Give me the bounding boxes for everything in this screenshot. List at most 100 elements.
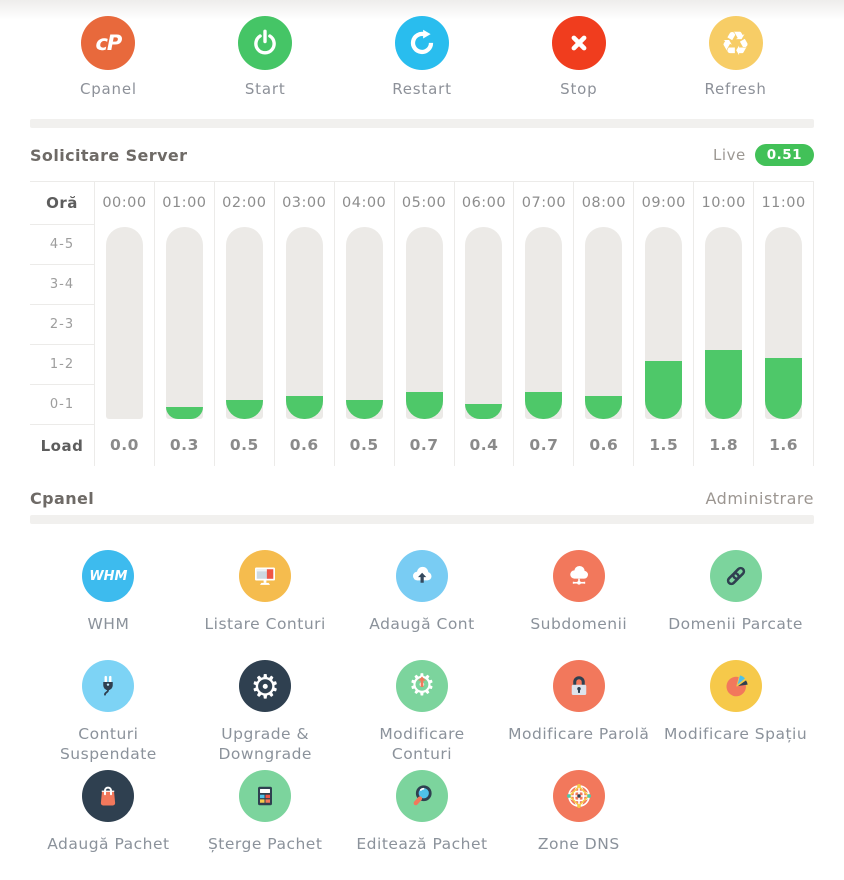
magnifier-icon — [413, 785, 432, 806]
load-column-05-00: 05:00 0.7 — [395, 182, 455, 466]
hour-label: 04:00 — [342, 195, 387, 211]
load-value: 0.6 — [589, 435, 619, 454]
load-bar-zone — [455, 224, 514, 424]
cpanel-item-label: Adaugă Pachet — [47, 835, 170, 853]
cpanel-item-circle[interactable] — [552, 550, 605, 602]
cpanel-item-circle[interactable] — [552, 660, 605, 712]
cpanel-item-domenii-parcate[interactable]: Domenii Parcate — [657, 550, 814, 660]
load-column-09-00: 09:00 1.5 — [634, 182, 695, 466]
cpanel-item-modificare-spatiu[interactable]: Modificare Spațiu — [657, 660, 814, 770]
cpanel-item-upgrade-downgrade[interactable]: ⚙ Upgrade & Downgrade — [187, 660, 344, 770]
cpanel-section-title: Cpanel — [30, 489, 95, 508]
load-column-10-00: 10:00 1.8 — [694, 182, 755, 466]
cpanel-item-circle[interactable] — [709, 660, 762, 712]
load-bar-zone — [694, 224, 753, 424]
globe-icon — [566, 784, 591, 808]
x-cross-icon — [571, 35, 587, 51]
hour-label: 03:00 — [282, 195, 327, 211]
cpanel-item-circle[interactable]: WHM — [82, 550, 135, 602]
cpanel-item-circle[interactable]: ⚙ — [395, 660, 448, 712]
cpanel-item-circle[interactable] — [82, 660, 135, 712]
cpanel-item-circle[interactable] — [552, 770, 605, 822]
load-value: 0.0 — [109, 435, 139, 454]
load-bar-fill — [285, 396, 323, 419]
load-bar-fill — [705, 350, 743, 419]
load-value: 0.7 — [409, 435, 439, 454]
cloud-upload-icon — [412, 566, 432, 583]
load-bar-track — [465, 227, 503, 419]
shopping-bag-icon — [101, 786, 116, 806]
control-stop-button[interactable]: Stop — [500, 16, 657, 98]
whm-logo-icon: WHM — [89, 568, 128, 584]
cpanel-item-sterge-pachet[interactable]: Șterge Pachet — [187, 770, 344, 880]
load-column-08-00: 08:00 0.6 — [574, 182, 635, 466]
control-restart-button[interactable]: Restart — [344, 16, 501, 98]
load-band-label: 4-5 — [30, 225, 94, 265]
cpanel-item-circle[interactable] — [395, 550, 448, 602]
cpanel-item-adauga-pachet[interactable]: Adaugă Pachet — [30, 770, 187, 880]
load-bar-track — [645, 227, 683, 419]
load-column-00-00: 00:00 0.0 — [95, 182, 155, 466]
cpanel-item-circle[interactable]: ⚙ — [239, 660, 292, 712]
cpanel-item-subdomenii[interactable]: Subdomenii — [500, 550, 657, 660]
cpanel-item-listare-conturi[interactable]: Listare Conturi — [187, 550, 344, 660]
cpanel-item-circle[interactable] — [709, 550, 762, 602]
cpanel-item-whm[interactable]: WHM WHM — [30, 550, 187, 660]
hour-label: 01:00 — [162, 195, 207, 211]
load-bar-fill — [165, 407, 203, 419]
power-icon — [254, 29, 276, 55]
load-bar-fill — [345, 400, 383, 419]
cpanel-item-zone-dns[interactable]: Zone DNS — [500, 770, 657, 880]
load-column-04-00: 04:00 0.5 — [335, 182, 395, 466]
load-bar-zone — [514, 224, 573, 424]
cpanel-item-editeaza-pachet[interactable]: Editează Pachet — [344, 770, 501, 880]
cpanel-item-label: Șterge Pachet — [207, 835, 323, 853]
control-refresh-button[interactable]: ♻ Refresh — [657, 16, 814, 98]
load-chart-axis: Oră 4-5 3-4 2-3 1-2 0-1 Load — [30, 182, 95, 466]
control-start-button[interactable]: Start — [187, 16, 344, 98]
cpanel-item-label: Domenii Parcate — [668, 615, 803, 633]
load-band-label: 1-2 — [30, 345, 94, 385]
control-restart-circle[interactable] — [394, 16, 449, 70]
cpanel-item-circle[interactable] — [395, 770, 448, 822]
control-start-circle[interactable] — [238, 16, 293, 70]
load-bar-fill — [525, 392, 563, 419]
live-load-indicator: Live 0.51 — [713, 144, 814, 166]
hour-label: 08:00 — [581, 195, 626, 211]
cpanel-item-circle[interactable] — [82, 770, 135, 822]
control-label: Start — [244, 80, 286, 98]
load-column-02-00: 02:00 0.5 — [215, 182, 275, 466]
load-bar-zone — [754, 224, 813, 424]
load-value: 0.4 — [469, 435, 499, 454]
load-bar-fill — [405, 392, 443, 419]
load-value: 1.5 — [649, 435, 679, 454]
load-chart: Oră 4-5 3-4 2-3 1-2 0-1 Load 00:00 0.0 01:00 0.… — [30, 181, 815, 466]
load-section-head: Solicitare Server Live 0.51 — [30, 144, 814, 166]
cpanel-item-circle[interactable] — [239, 770, 292, 822]
control-stop-circle[interactable] — [551, 16, 606, 70]
load-bar-zone — [275, 224, 334, 424]
load-column-03-00: 03:00 0.6 — [275, 182, 335, 466]
cpanel-item-label: WHM — [87, 615, 130, 633]
hour-label: 07:00 — [521, 195, 567, 211]
cpanel-item-modificare-conturi[interactable]: ⚙ Modificare Conturi — [344, 660, 501, 770]
hour-label: 05:00 — [401, 195, 447, 211]
calculator-icon — [258, 786, 273, 806]
monitor-icon — [255, 567, 276, 585]
control-cpanel-button[interactable]: cP Cpanel — [30, 16, 187, 98]
control-label: Restart — [392, 80, 452, 98]
load-value: 0.5 — [349, 435, 379, 454]
load-bar-fill — [645, 361, 683, 419]
plug-icon — [103, 675, 114, 696]
load-value: 0.3 — [169, 435, 199, 454]
cpanel-item-conturi-suspendate[interactable]: Conturi Suspendate — [30, 660, 187, 770]
control-refresh-circle[interactable]: ♻ — [708, 16, 763, 70]
load-bar-fill — [765, 358, 803, 419]
cpanel-item-adauga-cont[interactable]: Adaugă Cont — [344, 550, 501, 660]
cpanel-item-circle[interactable] — [239, 550, 292, 602]
cpanel-item-modificare-parola[interactable]: Modificare Parolă — [500, 660, 657, 770]
load-bar-zone — [634, 224, 693, 424]
cpanel-item-label: Listare Conturi — [204, 615, 326, 633]
control-cpanel-circle[interactable]: cP — [81, 16, 136, 70]
cpanel-item-label: Modificare Conturi — [379, 725, 465, 764]
